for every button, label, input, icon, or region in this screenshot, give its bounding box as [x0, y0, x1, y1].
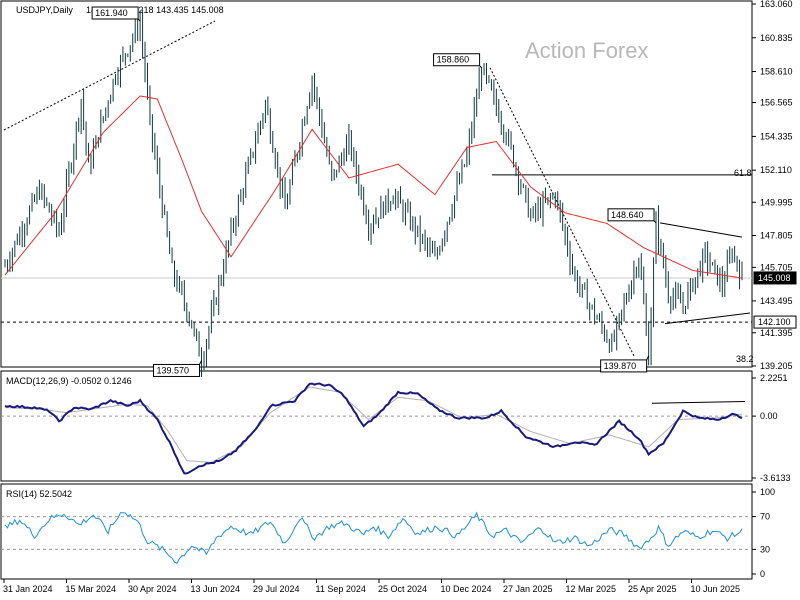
rsi-line: [4, 511, 743, 564]
macd-axis: 2.2251 0.00 -3.6133: [752, 373, 791, 483]
chart-symbol-label: USDJPY,Daily: [16, 5, 73, 15]
price-tick-label: 141.395: [760, 328, 793, 338]
rsi-layer: [1, 511, 752, 564]
price-callout-pointer: [646, 355, 650, 361]
price-tick-label: 149.995: [760, 197, 793, 207]
triangle-lower: [664, 312, 751, 325]
trendline-decline: [489, 67, 635, 357]
price-callouts: 161.940 158.860 148.640 139.870 139.570: [91, 6, 657, 377]
price-grid: [1, 277, 752, 323]
price-callout-label: 161.940: [95, 8, 128, 18]
price-callout-box: [600, 359, 648, 373]
price-callout-label: 158.860: [437, 55, 470, 65]
x-tick-label: 31 Jan 2024: [3, 584, 53, 594]
price-tick-label: 147.805: [760, 230, 793, 240]
macd-line: [4, 382, 743, 475]
rsi-tick-label: 30: [760, 544, 770, 554]
rsi-panel: [0, 483, 753, 580]
price-axis: 163.060 160.835 158.610 156.565 154.335 152.1…: [752, 0, 797, 371]
x-tick-label: 30 Apr 2024: [128, 584, 177, 594]
trendline-2024: [3, 20, 216, 131]
last-price-tag-label: 145.008: [758, 273, 791, 283]
rsi-tick-label: 70: [760, 512, 770, 522]
x-tick-label: 10 Jun 2025: [691, 584, 741, 594]
rsi-tick-label: 0: [760, 569, 765, 579]
price-callout-pointer: [199, 360, 202, 365]
price-tick-label: 160.835: [760, 33, 793, 43]
x-tick-label: 11 Sep 2024: [316, 584, 366, 594]
macd-tick-label: 2.2251: [760, 373, 788, 383]
price-tick-label: 154.335: [760, 131, 793, 141]
price-callout-box: [91, 6, 139, 20]
x-tick-label: 25 Apr 2025: [628, 584, 677, 594]
price-tick-label: 163.060: [760, 0, 793, 9]
price-callout-pointer: [653, 220, 657, 224]
price-callout-label: 139.570: [157, 365, 190, 375]
macd-layer: [1, 382, 752, 475]
price-callout-box: [433, 53, 481, 67]
x-tick-label: 12 Mar 2025: [566, 584, 617, 594]
macd-signal-line: [4, 386, 743, 463]
price-callout-label: 139.870: [604, 361, 637, 371]
price-callout-pointer: [137, 18, 141, 22]
price-callout-pointer: [479, 65, 482, 69]
x-tick-label: 15 Mar 2024: [66, 584, 117, 594]
price-tick-label: 158.610: [760, 67, 793, 77]
x-tick-label: 29 Jul 2024: [253, 584, 300, 594]
price-tick-label: 145.705: [760, 262, 793, 272]
x-tick-label: 27 Jan 2025: [503, 584, 553, 594]
macd-panel: [0, 370, 753, 482]
price-panel: [0, 0, 753, 368]
price-annotations: [3, 20, 752, 357]
moving-average: [4, 95, 743, 279]
price-callout-label: 148.640: [611, 210, 644, 220]
watermark: Action Forex: [525, 38, 649, 63]
price-callout-box: [153, 363, 201, 377]
price-tick-label: 139.205: [760, 361, 793, 371]
x-tick-label: 25 Oct 2024: [378, 584, 427, 594]
rsi-tick-label: 100: [760, 487, 775, 497]
price-callout-box: [607, 208, 655, 222]
price-tick-label: 156.565: [760, 98, 793, 108]
fib-38-label: 38.2: [736, 354, 754, 364]
macd-label: MACD(12,26,9) -0.0502 0.1246: [6, 376, 132, 386]
last-price-tag: [753, 271, 797, 285]
fib-61-label: 61.8: [734, 168, 752, 178]
x-axis: 31 Jan 2024 15 Mar 2024 30 Apr 2024 13 Jun …: [3, 579, 740, 594]
ohlc-readout: 143.604 145.218 143.435 145.008: [86, 5, 224, 15]
support-tag-label: 142.100: [758, 317, 791, 327]
rsi-axis: 100 70 30 0: [752, 487, 775, 579]
support-tag: [753, 315, 797, 329]
macd-tick-label: 0.00: [760, 411, 778, 421]
price-candles: [4, 9, 743, 378]
macd-trendline: [651, 401, 746, 404]
triangle-upper: [659, 222, 743, 238]
rsi-label: RSI(14) 52.5042: [6, 489, 72, 499]
x-tick-label: 10 Dec 2024: [441, 584, 492, 594]
price-tick-label: 152.110: [760, 165, 792, 175]
ma-line: [4, 95, 743, 279]
price-tick-label: 143.495: [760, 296, 793, 306]
macd-tick-label: -3.6133: [760, 473, 791, 483]
x-tick-label: 13 Jun 2024: [191, 584, 241, 594]
